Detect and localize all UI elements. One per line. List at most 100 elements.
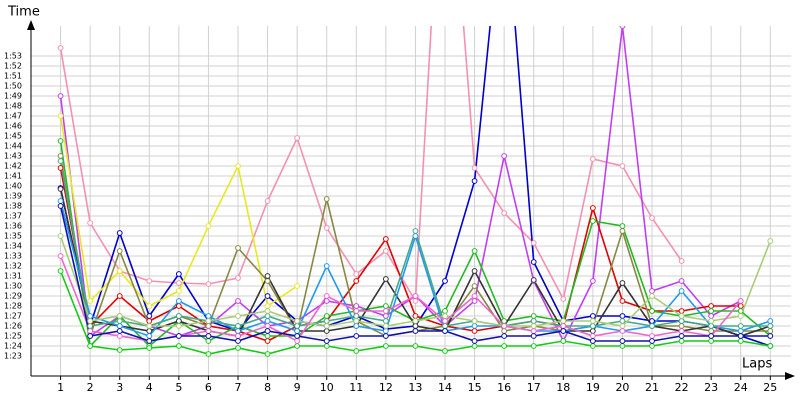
data-point <box>442 323 448 329</box>
data-point <box>175 318 182 324</box>
data-point <box>175 303 182 309</box>
data-point <box>205 323 212 329</box>
y-tick-label: 1:39 <box>4 192 22 201</box>
series-line <box>59 26 683 304</box>
data-point <box>412 293 419 299</box>
data-point <box>205 281 212 287</box>
y-tick-label: 1:28 <box>4 302 22 311</box>
x-tick-label: 23 <box>704 381 718 394</box>
data-point <box>530 323 537 329</box>
data-point <box>175 333 182 339</box>
data-point <box>589 318 596 324</box>
data-point <box>560 318 567 324</box>
data-point <box>708 338 715 344</box>
data-point <box>382 308 389 314</box>
data-point <box>323 293 330 299</box>
data-point <box>146 345 153 351</box>
y-tick-label: 1:30 <box>4 282 22 291</box>
y-tick-label: 1:36 <box>4 222 22 231</box>
data-point <box>678 308 685 314</box>
data-point <box>116 248 123 254</box>
data-point <box>589 278 596 284</box>
data-point <box>353 318 360 324</box>
data-point <box>501 328 508 334</box>
data-point <box>146 303 153 309</box>
data-point <box>294 323 301 329</box>
data-point <box>589 338 596 344</box>
data-point <box>116 318 123 324</box>
data-point <box>235 323 241 329</box>
data-point <box>87 298 94 304</box>
x-tick-label: 16 <box>497 381 511 394</box>
data-point <box>146 328 153 334</box>
data-point <box>678 333 685 339</box>
y-tick-label: 1:27 <box>4 312 22 321</box>
data-point <box>678 338 685 344</box>
data-point <box>87 328 94 334</box>
data-point <box>382 323 389 329</box>
data-point <box>619 313 626 319</box>
data-point <box>649 338 655 344</box>
data-point <box>294 328 301 334</box>
x-tick-label: 11 <box>349 381 363 394</box>
data-point <box>57 203 64 209</box>
data-point <box>382 236 389 242</box>
x-tick-label: 19 <box>586 381 600 394</box>
data-point <box>471 343 478 349</box>
data-point <box>382 333 389 339</box>
data-point <box>175 313 182 319</box>
data-point <box>589 343 596 349</box>
data-point <box>708 318 715 324</box>
data-point <box>57 233 64 239</box>
data-point <box>737 323 744 329</box>
data-point <box>619 343 626 349</box>
data-point <box>116 347 123 353</box>
data-point <box>116 268 123 274</box>
data-point <box>116 313 123 319</box>
y-tick-label: 1:42 <box>4 162 22 171</box>
data-point <box>323 323 330 329</box>
data-point <box>323 328 330 334</box>
y-tick-label: 1:46 <box>4 122 22 131</box>
data-point <box>235 245 241 251</box>
data-point <box>471 248 478 254</box>
y-tick-label: 1:23 <box>4 352 22 361</box>
data-point <box>708 313 715 319</box>
data-point <box>175 343 182 349</box>
data-point <box>57 268 64 274</box>
data-point <box>678 318 685 324</box>
data-point <box>619 280 626 286</box>
data-point <box>619 298 626 304</box>
data-point <box>560 296 567 302</box>
x-tick-label: 21 <box>645 381 659 394</box>
y-tick-label: 1:43 <box>4 152 22 161</box>
data-point <box>57 186 64 192</box>
data-point <box>678 278 685 284</box>
data-point <box>442 313 448 319</box>
x-tick-label: 10 <box>320 381 334 394</box>
x-tick-label: 22 <box>675 381 689 394</box>
data-point <box>57 138 64 144</box>
y-tick-label: 1:32 <box>4 262 22 271</box>
data-point <box>589 323 596 329</box>
y-tick-label: 1:49 <box>4 92 22 101</box>
data-point <box>264 323 271 329</box>
x-tick-label: 8 <box>264 381 271 394</box>
data-point <box>323 263 330 269</box>
data-point <box>471 298 478 304</box>
data-point <box>87 220 94 226</box>
data-point <box>589 333 596 339</box>
data-point <box>382 248 389 254</box>
data-point <box>678 258 685 264</box>
data-point <box>767 323 774 329</box>
data-point <box>737 328 744 334</box>
data-point <box>412 323 419 329</box>
data-point <box>235 338 241 344</box>
x-tick-label: 13 <box>408 381 422 394</box>
data-point <box>264 293 271 299</box>
data-point <box>57 158 64 164</box>
data-point <box>678 323 685 329</box>
data-point <box>146 323 153 329</box>
data-point <box>205 313 212 319</box>
data-point <box>619 323 626 329</box>
